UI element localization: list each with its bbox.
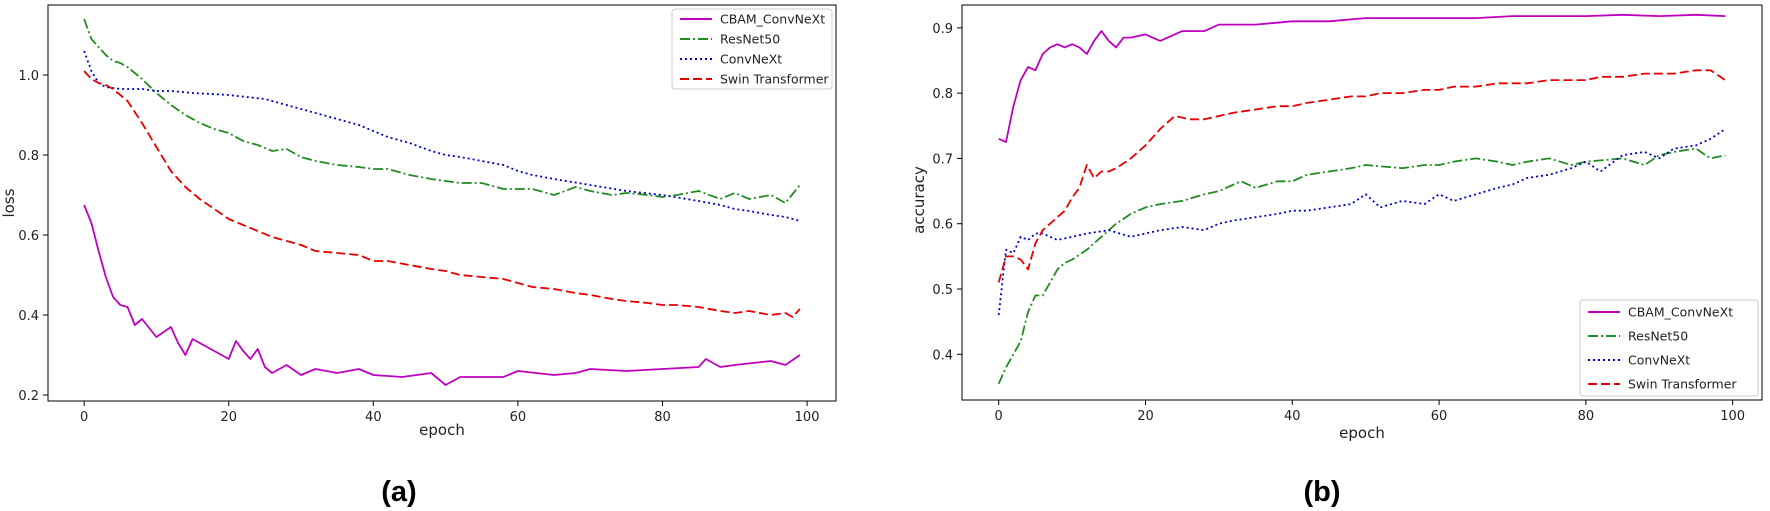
y-tick-label: 0.8 <box>932 87 953 102</box>
series-line-convnext <box>83 50 801 222</box>
x-tick-label: 40 <box>365 410 382 425</box>
series-layer <box>83 18 801 386</box>
panel-label-b: (b) <box>1303 476 1340 508</box>
axis-ticks: 0 20 40 60 80 100 0.2 0.4 0.6 0.8 1.0 <box>18 69 819 425</box>
y-tick-label: 0.6 <box>932 218 953 233</box>
legend-box <box>671 8 833 90</box>
x-tick-label: 100 <box>1720 409 1745 424</box>
y-tick-label: 0.4 <box>932 348 953 363</box>
series-line-cbam-convnext <box>998 13 1726 144</box>
y-tick-label: 0.4 <box>18 309 39 324</box>
loss-chart: 0 20 40 60 80 100 0.2 0.4 0.6 0.8 1.0 CBAM_ConvNeX… <box>0 4 837 508</box>
legend-label: ConvNeXt <box>1628 353 1690 368</box>
x-tick-label: 0 <box>995 409 1003 424</box>
y-tick-label: 0.8 <box>18 149 39 164</box>
x-tick-label: 20 <box>1137 409 1154 424</box>
x-tick-label: 60 <box>1431 409 1448 424</box>
legend-label: ConvNeXt <box>720 52 782 67</box>
y-tick-label: 0.7 <box>932 152 953 167</box>
series-line-resnet50 <box>997 147 1726 385</box>
x-tick-label: 80 <box>1578 409 1595 424</box>
legend: CBAM_ConvNeXt ResNet50 ConvNeXt Swin Transf… <box>1579 299 1759 397</box>
series-line-swin-transformer <box>997 69 1726 283</box>
y-axis-label: accuracy <box>910 166 928 234</box>
x-axis-label: epoch <box>1339 424 1385 442</box>
legend-label: ResNet50 <box>1628 329 1688 344</box>
y-tick-label: 1.0 <box>18 69 39 84</box>
series-layer <box>997 13 1726 385</box>
y-tick-label: 0.6 <box>18 229 39 244</box>
y-tick-label: 0.5 <box>932 283 953 298</box>
legend-label: ResNet50 <box>720 32 780 47</box>
y-tick-label: 0.2 <box>18 389 39 404</box>
legend-label: Swin Transformer <box>1628 377 1737 392</box>
x-tick-label: 100 <box>795 410 820 425</box>
legend-label: CBAM_ConvNeXt <box>1628 305 1733 320</box>
legend-box <box>1579 299 1759 397</box>
series-line-resnet50 <box>83 18 801 204</box>
series-line-cbam-convnext <box>83 204 801 386</box>
axis-ticks: 0 20 40 60 80 100 0.4 0.5 0.6 0.7 0.8 0.9 <box>932 22 1745 424</box>
legend: CBAM_ConvNeXt ResNet50 ConvNeXt Swin Transf… <box>671 8 833 90</box>
legend-label: CBAM_ConvNeXt <box>720 12 825 27</box>
accuracy-chart: 0 20 40 60 80 100 0.4 0.5 0.6 0.7 0.8 0.9 CBAM_Conv… <box>910 4 1763 508</box>
x-tick-label: 80 <box>654 410 671 425</box>
panel-label-a: (a) <box>381 476 416 508</box>
x-tick-label: 20 <box>220 410 237 425</box>
legend-label: Swin Transformer <box>720 72 829 87</box>
y-tick-label: 0.9 <box>932 22 953 37</box>
x-tick-label: 0 <box>80 410 88 425</box>
x-tick-label: 40 <box>1284 409 1301 424</box>
y-axis-label: loss <box>0 188 18 217</box>
x-tick-label: 60 <box>510 410 527 425</box>
x-axis-label: epoch <box>419 421 465 439</box>
series-line-convnext <box>997 128 1726 316</box>
